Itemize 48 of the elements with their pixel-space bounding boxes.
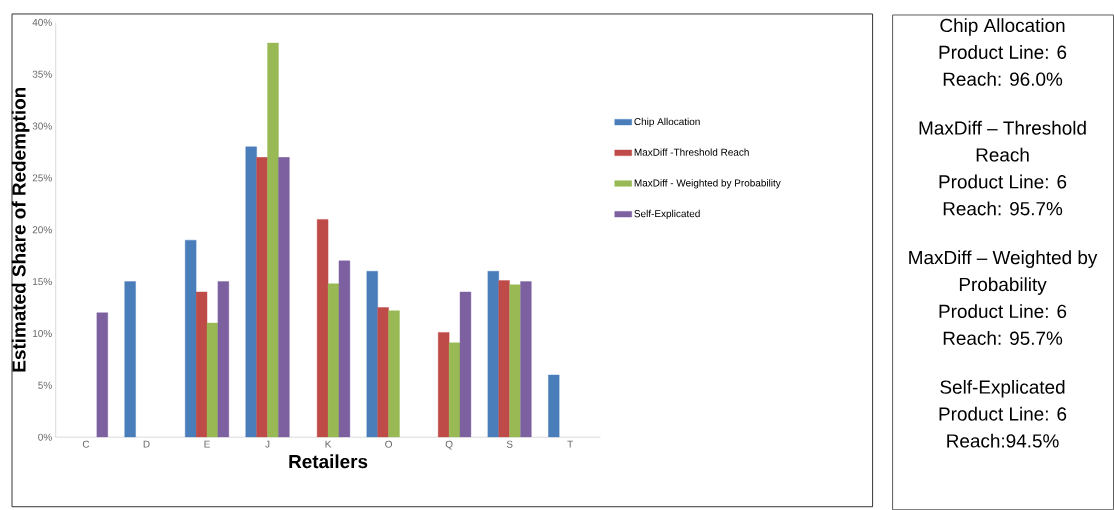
bar — [338, 260, 351, 438]
text: Reach: 95.7% — [943, 201, 1063, 216]
x-tick-label: T — [567, 440, 573, 448]
text: Reach: 96.0% — [943, 71, 1063, 86]
y-tick-label: 10% — [33, 329, 52, 337]
x-tick-label: S — [506, 440, 513, 448]
text: MaxDiff – Weighted by Probability — [909, 250, 1098, 295]
bar — [96, 312, 108, 438]
legend-label: MaxDiff -Threshold Reach — [634, 148, 749, 156]
y-tick-label: 40% — [32, 18, 52, 26]
bar — [520, 281, 532, 438]
legend-label: Self-Explicated — [634, 209, 700, 219]
x-tick-label: J — [265, 440, 270, 448]
bar — [366, 270, 378, 438]
y-tick-label: 5% — [38, 381, 52, 389]
x-tick-label: Q — [445, 440, 453, 450]
bar — [487, 270, 499, 438]
y-tick-label: 15% — [33, 277, 52, 285]
bar — [548, 374, 560, 438]
text: MaxDiff – Threshold Reach — [919, 120, 1086, 162]
text: Reach:94.5% — [947, 433, 1059, 448]
text: Reach: 95.7% — [943, 330, 1063, 345]
legend-label: MaxDiff - Weighted by Probability — [634, 179, 781, 189]
y-tick-label: 35% — [32, 70, 52, 78]
y-axis-title: Estimated Share of Redemption — [11, 87, 30, 372]
text: Product Line: 6 — [939, 304, 1067, 318]
x-axis-title: Retailers — [289, 454, 368, 469]
bar — [124, 281, 136, 438]
bar — [278, 156, 290, 438]
y-tick-label: 20% — [32, 226, 52, 234]
x-tick-label: C — [82, 440, 90, 448]
bar — [245, 146, 257, 438]
text: Product Line: 6 — [939, 44, 1067, 59]
y-tick-label: 0% — [38, 433, 52, 441]
bar — [217, 281, 230, 438]
text: Product Line: 6 — [939, 406, 1067, 421]
bar — [185, 239, 197, 438]
y-tick-label: 25% — [32, 174, 52, 182]
x-tick-label: K — [325, 440, 332, 448]
x-tick-label: D — [143, 440, 150, 448]
x-tick-label: E — [204, 440, 210, 448]
legend-label: Chip Allocation — [634, 117, 700, 127]
bar — [459, 291, 472, 438]
x-tick-label: O — [385, 440, 393, 448]
text: Chip Allocation — [940, 18, 1065, 36]
text: Self-Explicated — [940, 379, 1065, 398]
y-tick-label: 30% — [32, 122, 52, 130]
text: Product Line: 6 — [939, 174, 1067, 189]
